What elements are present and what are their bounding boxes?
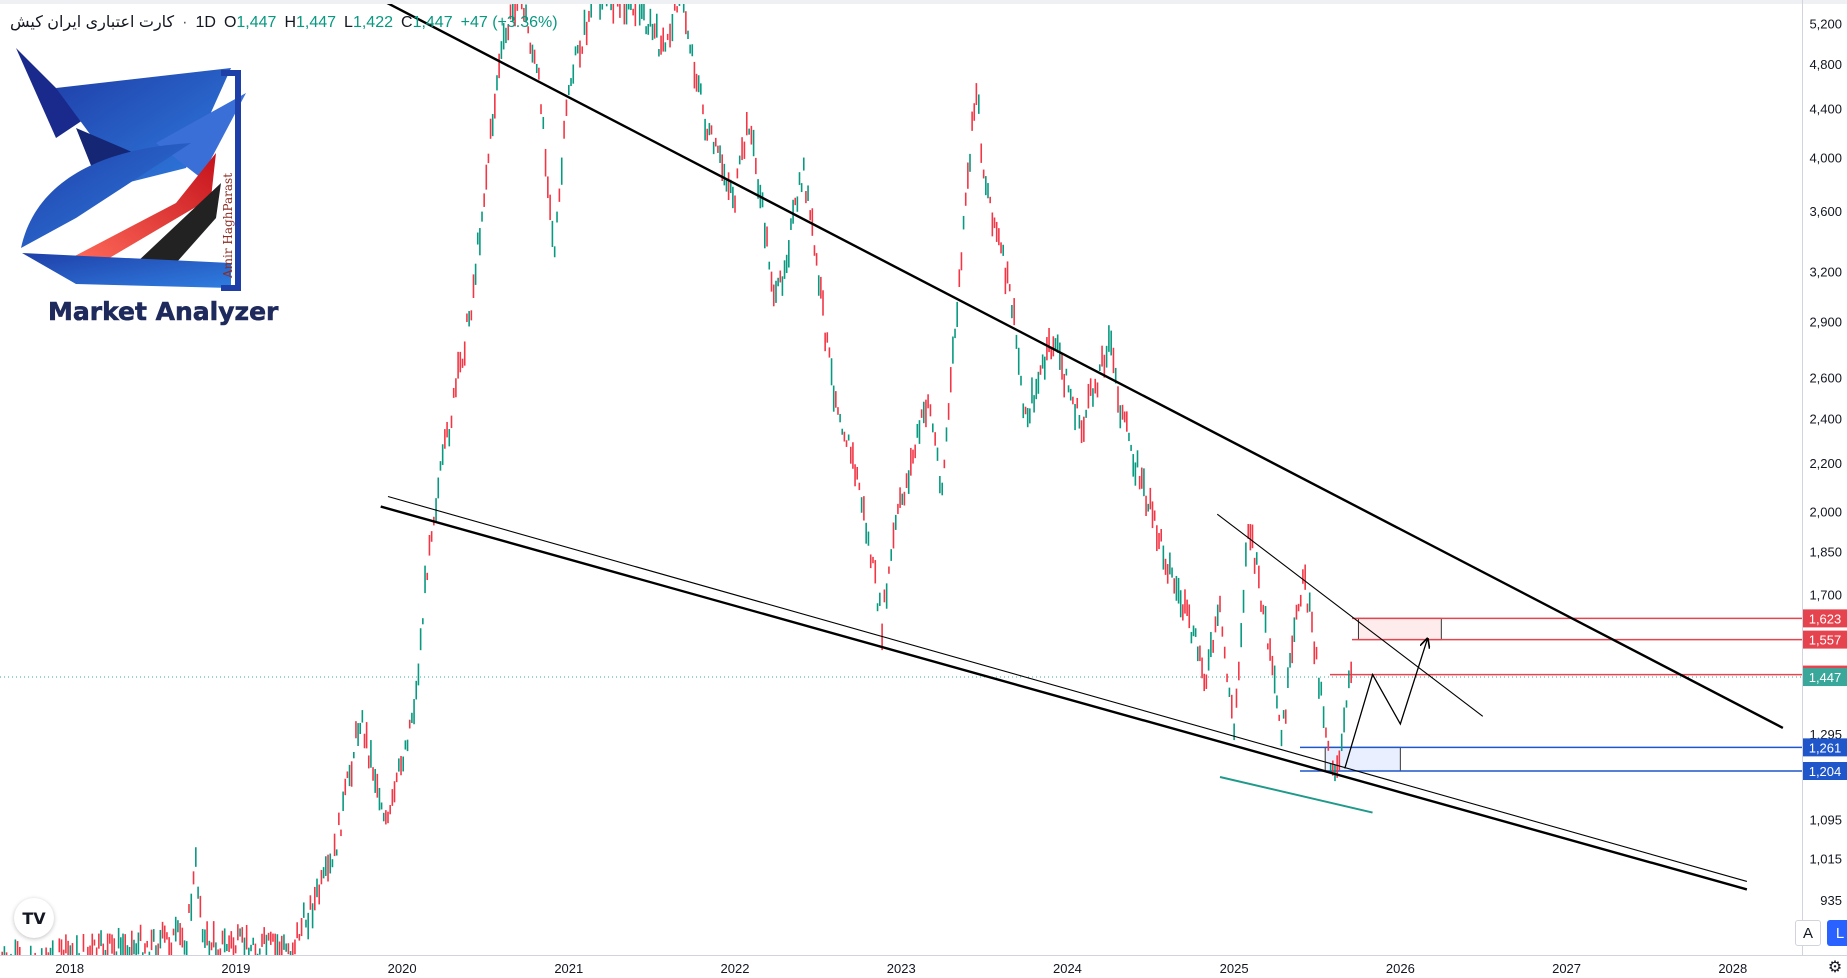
y-tick-label: 4,800 xyxy=(1809,57,1842,72)
high-value: 1,447 xyxy=(296,14,337,31)
close-label: C xyxy=(401,14,413,31)
logo-black-stripe xyxy=(136,183,221,263)
y-tick-label: 3,200 xyxy=(1809,264,1842,279)
minor-resistance-line xyxy=(1216,513,1484,717)
log-scale-button[interactable]: L xyxy=(1827,920,1847,946)
x-tick-label: 2018 xyxy=(55,961,84,976)
symbol-header: کارت اعتباری ایران کیش · 1D O1,447 H1,44… xyxy=(10,12,558,34)
plot-area xyxy=(0,4,1802,955)
price-badge-label: 1,261 xyxy=(1809,740,1842,755)
price-badge-label: 1,623 xyxy=(1809,611,1842,626)
time-axis-divider xyxy=(0,955,1847,956)
y-tick-label: 1,850 xyxy=(1809,544,1842,559)
y-tick-label: 4,400 xyxy=(1809,102,1842,117)
logo-brand-text: Market Analyzer xyxy=(48,297,279,326)
y-tick-label: 4,000 xyxy=(1809,150,1842,165)
tradingview-logo[interactable]: TV xyxy=(14,898,54,938)
y-tick-label: 2,200 xyxy=(1809,456,1842,471)
x-tick-label: 2028 xyxy=(1718,961,1747,976)
upper-falling-line xyxy=(386,4,1784,729)
x-tick-label: 2026 xyxy=(1386,961,1415,976)
logo-base xyxy=(22,253,231,288)
logo-red-stripe xyxy=(71,153,216,260)
logo-wing-right xyxy=(156,93,246,178)
y-tick-label: 2,000 xyxy=(1809,505,1842,520)
auto-scale-button[interactable]: A xyxy=(1795,920,1821,946)
top-border xyxy=(0,0,1847,4)
open-value: 1,447 xyxy=(236,14,277,31)
change-value: +47 (+3.36%) xyxy=(460,14,558,31)
price-badge-1,557 xyxy=(1803,630,1847,649)
high-label: H xyxy=(284,14,296,31)
price-badge-1,204 xyxy=(1803,762,1847,781)
x-tick-label: 2021 xyxy=(554,961,583,976)
y-tick-label: 1,095 xyxy=(1809,813,1842,828)
x-tick-label: 2024 xyxy=(1053,961,1082,976)
y-tick-label: 1,295 xyxy=(1809,727,1842,742)
market-analyzer-logo: Amir HaghParast Market Analyzer xyxy=(16,48,279,326)
logo-frame xyxy=(221,70,241,291)
divergence-line xyxy=(1219,776,1373,814)
y-tick-label: 2,400 xyxy=(1809,411,1842,426)
gear-icon[interactable]: ⚙ xyxy=(1827,959,1843,976)
x-tick-label: 2025 xyxy=(1220,961,1249,976)
close-value: 1,447 xyxy=(412,14,453,31)
price-axis-divider xyxy=(1802,0,1803,956)
low-label: L xyxy=(344,14,353,31)
price-badge-1,447 xyxy=(1803,668,1847,687)
logo-signature: Amir HaghParast xyxy=(221,173,235,279)
y-tick-label: 935 xyxy=(1820,893,1842,908)
low-value: 1,422 xyxy=(352,14,393,31)
lower-falling-line-parallel xyxy=(387,495,1748,882)
price-badge-1,623 xyxy=(1803,609,1847,628)
x-tick-label: 2027 xyxy=(1552,961,1581,976)
x-tick-label: 2020 xyxy=(388,961,417,976)
y-tick-label: 3,600 xyxy=(1809,204,1842,219)
price-badge-label: 1,204 xyxy=(1809,764,1842,779)
target-zone xyxy=(1357,617,1442,641)
x-tick-label: 2022 xyxy=(721,961,750,976)
logo-wing-left xyxy=(16,48,86,138)
y-tick-label: 2,600 xyxy=(1809,371,1842,386)
x-tick-label: 2023 xyxy=(887,961,916,976)
y-tick-label: 1,700 xyxy=(1809,588,1842,603)
y-tick-label: 2,900 xyxy=(1809,315,1842,330)
price-badge-label: 1,447 xyxy=(1809,670,1842,685)
price-badge-label: 1,557 xyxy=(1809,633,1842,648)
logo-swoosh xyxy=(21,143,191,248)
y-tick-label: 5,200 xyxy=(1809,16,1842,31)
lower-falling-line xyxy=(380,505,1748,891)
x-tick-label: 2019 xyxy=(221,961,250,976)
open-label: O xyxy=(223,14,237,31)
price-badge-1,261 xyxy=(1803,738,1847,757)
header-separator: · xyxy=(182,14,188,31)
y-tick-label: 1,015 xyxy=(1809,851,1842,866)
interval-label[interactable]: 1D xyxy=(195,14,216,31)
projection-path xyxy=(1344,640,1427,769)
symbol-name[interactable]: کارت اعتباری ایران کیش xyxy=(10,14,175,31)
